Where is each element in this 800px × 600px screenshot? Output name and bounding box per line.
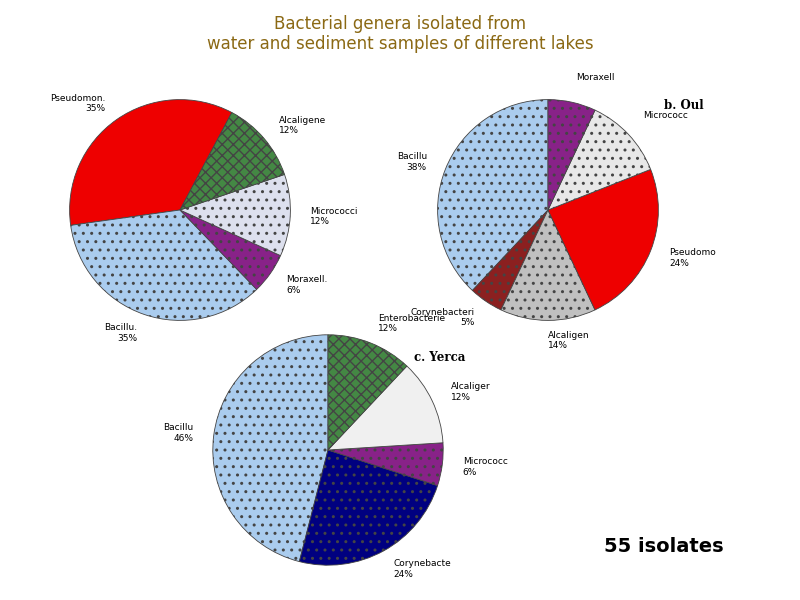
Text: Corynebacteri
5%: Corynebacteri 5% — [410, 308, 474, 328]
Wedge shape — [548, 100, 595, 210]
Wedge shape — [328, 443, 443, 485]
Text: Pseudomo
24%: Pseudomo 24% — [669, 248, 716, 268]
Wedge shape — [473, 210, 548, 310]
Wedge shape — [70, 100, 232, 226]
Text: Alcaligen
14%: Alcaligen 14% — [548, 331, 590, 350]
Wedge shape — [180, 175, 290, 256]
Text: Moraxell.
6%: Moraxell. 6% — [286, 275, 328, 295]
Text: Moraxell: Moraxell — [577, 73, 615, 92]
Text: Bacterial genera isolated from: Bacterial genera isolated from — [274, 15, 526, 33]
Wedge shape — [70, 210, 257, 320]
Text: Bacillu
46%: Bacillu 46% — [163, 423, 193, 443]
Wedge shape — [548, 110, 650, 210]
Text: b. Oul: b. Oul — [664, 98, 703, 112]
Text: Alcaligene
12%: Alcaligene 12% — [279, 116, 326, 135]
Text: 55 isolates: 55 isolates — [604, 536, 724, 556]
Wedge shape — [213, 335, 328, 562]
Text: Micrococci
12%: Micrococci 12% — [310, 206, 358, 226]
Text: c. Yerca: c. Yerca — [414, 352, 466, 364]
Wedge shape — [180, 113, 285, 210]
Text: Alcaliger
12%: Alcaliger 12% — [451, 382, 490, 402]
Text: Micrococc
6%: Micrococc 6% — [463, 457, 508, 477]
Text: Micrococc: Micrococc — [643, 111, 688, 131]
Wedge shape — [438, 100, 548, 290]
Text: Bacillu
38%: Bacillu 38% — [397, 152, 427, 172]
Text: water and sediment samples of different lakes: water and sediment samples of different … — [206, 35, 594, 53]
Text: Pseudomon.
35%: Pseudomon. 35% — [50, 94, 106, 113]
Text: Enterobacterie
12%: Enterobacterie 12% — [378, 314, 445, 334]
Wedge shape — [548, 169, 658, 310]
Text: Corynebacte
24%: Corynebacte 24% — [394, 559, 451, 579]
Wedge shape — [299, 450, 438, 565]
Text: Bacillu.
35%: Bacillu. 35% — [105, 323, 138, 343]
Wedge shape — [180, 210, 281, 289]
Wedge shape — [328, 335, 407, 450]
Wedge shape — [501, 210, 595, 320]
Wedge shape — [328, 366, 443, 450]
